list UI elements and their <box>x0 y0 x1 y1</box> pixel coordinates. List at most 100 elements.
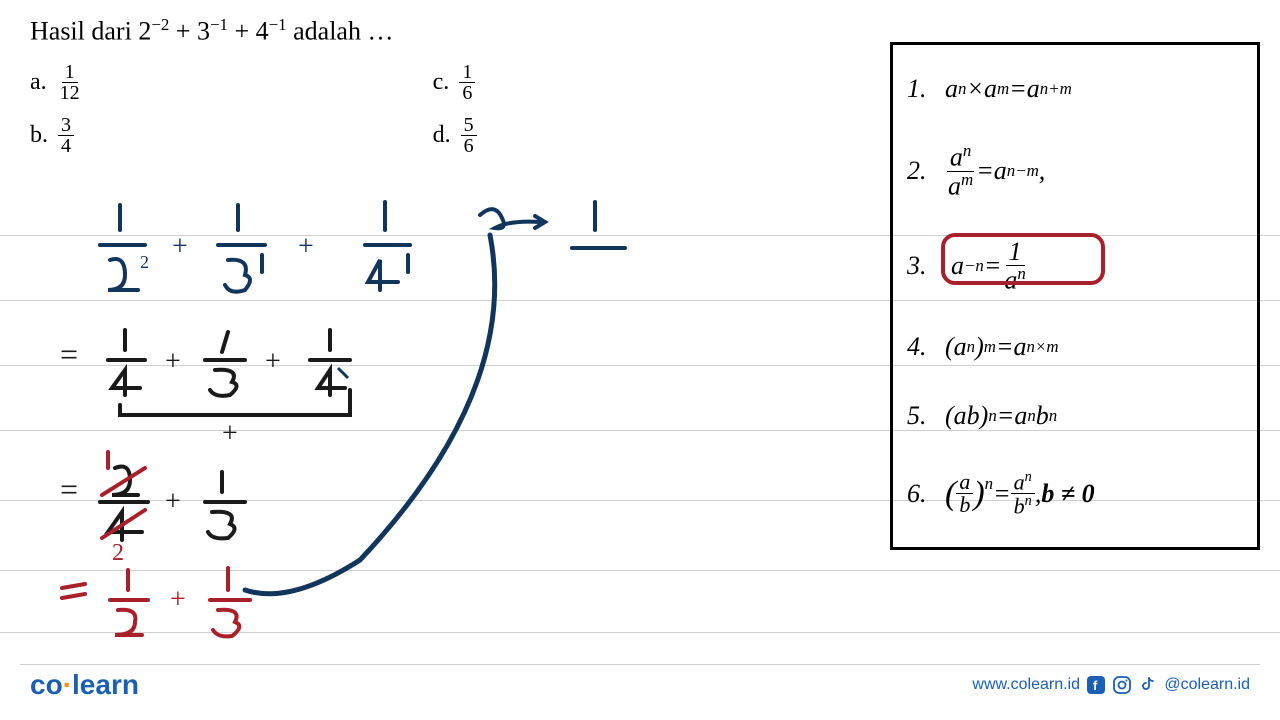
q-exp1: −2 <box>151 15 169 34</box>
svg-text:+: + <box>265 346 281 377</box>
svg-text:=: = <box>60 471 78 507</box>
svg-text:+: + <box>172 231 188 262</box>
rule-6-ln: a <box>956 471 973 494</box>
q-exp3: −1 <box>269 15 287 34</box>
rule-1-b2: a <box>984 74 997 104</box>
q-plus2: + <box>228 17 256 46</box>
rule-1-re: n+m <box>1040 79 1072 99</box>
rule-6-rde: n <box>1025 493 1032 509</box>
rule-4-re: n×m <box>1027 337 1059 357</box>
logo-co: co <box>30 669 63 700</box>
rule-1-b1: a <box>945 74 958 104</box>
rule-5-eq: = <box>997 401 1015 431</box>
rule-4-le1: n <box>967 337 975 357</box>
svg-text:+: + <box>222 418 238 449</box>
option-d-den: 6 <box>461 136 477 156</box>
option-c-den: 6 <box>459 83 475 103</box>
rule-1-rb: a <box>1027 74 1040 104</box>
rule-3-le: −n <box>964 256 984 276</box>
footer-handle: @colearn.id <box>1164 676 1250 694</box>
svg-text:=: = <box>60 336 78 372</box>
rule-3-eq: = <box>984 251 1002 281</box>
rules-box: 1. an × am = an+m 2. an am = an−m, 3. a−… <box>890 42 1260 550</box>
logo-learn: learn <box>72 669 139 700</box>
svg-text:+: + <box>170 584 186 615</box>
option-b: b. 34 <box>30 115 83 156</box>
option-b-den: 4 <box>58 136 74 156</box>
q-base3: 4 <box>256 17 269 46</box>
option-b-label: b. <box>30 122 48 149</box>
brand-logo: co·learn <box>30 669 139 701</box>
q-base1: 2 <box>138 17 151 46</box>
rule-3-rdb: a <box>1004 265 1017 294</box>
rule-4-rb: a <box>1014 332 1027 362</box>
rule-6-cond: b ≠ 0 <box>1041 479 1094 509</box>
rule-5-le: n <box>988 406 996 426</box>
q-base2: 3 <box>197 17 210 46</box>
rule-4-l1: (a <box>945 332 967 362</box>
rule-6-rdb: b <box>1014 494 1025 519</box>
rule-2-rb: a <box>994 156 1007 186</box>
logo-dot-icon: · <box>63 669 72 700</box>
question-suffix: adalah … <box>287 17 394 46</box>
rule-5-re2: n <box>1049 406 1057 426</box>
rule-1-num: 1. <box>907 74 935 104</box>
rule-4: 4. (an)m = an×m <box>907 332 1243 362</box>
footer: co·learn www.colearn.id f @colearn.id <box>0 665 1280 705</box>
question-text: Hasil dari 2−2 + 3−1 + 4−1 adalah … <box>30 15 880 47</box>
facebook-icon: f <box>1086 675 1106 695</box>
rule-2-nb: a <box>950 143 963 172</box>
q-exp2: −1 <box>210 15 228 34</box>
rule-1-e2: m <box>997 79 1009 99</box>
q-plus1: + <box>169 17 197 46</box>
svg-text:f: f <box>1093 678 1098 693</box>
option-c: c. 16 <box>433 62 477 103</box>
svg-text:+: + <box>165 346 181 377</box>
rule-2-comma: , <box>1039 156 1046 186</box>
svg-text:+: + <box>165 486 181 517</box>
rule-6-le: n <box>985 474 993 494</box>
rule-6-eq: = <box>993 479 1011 509</box>
rule-1: 1. an × am = an+m <box>907 74 1243 104</box>
footer-social: f @colearn.id <box>1086 675 1250 695</box>
option-d-num: 5 <box>461 115 477 136</box>
rule-4-eq: = <box>996 332 1014 362</box>
rule-1-times: × <box>966 74 984 104</box>
option-a: a. 112 <box>30 62 83 103</box>
rule-3-rde: n <box>1017 264 1025 283</box>
rule-4-le2: m <box>984 337 996 357</box>
rule-1-eq: = <box>1009 74 1027 104</box>
option-a-label: a. <box>30 69 47 96</box>
rule-3-rn: 1 <box>1006 239 1025 266</box>
option-c-num: 1 <box>459 62 475 83</box>
option-d-label: d. <box>433 122 451 149</box>
footer-url: www.colearn.id <box>972 676 1080 694</box>
options-grid: a. 112 b. 34 c. 16 d. 56 <box>30 62 880 156</box>
option-b-num: 3 <box>58 115 74 136</box>
rule-3-lb: a <box>951 251 964 281</box>
rule-2-num: 2. <box>907 156 935 186</box>
rule-4-l2: ) <box>975 332 984 362</box>
rule-3: 3. a−n = 1 an <box>907 239 1243 294</box>
rule-2-ne: n <box>963 141 971 160</box>
handwriting-layer: 2 + + = + + + = + 2 <box>50 190 850 640</box>
rule-5-num: 5. <box>907 401 935 431</box>
rule-5-rb1: a <box>1014 401 1027 431</box>
option-a-num: 1 <box>62 62 78 83</box>
svg-text:2: 2 <box>112 540 124 566</box>
rule-6-num: 6. <box>907 479 935 509</box>
question-block: Hasil dari 2−2 + 3−1 + 4−1 adalah … a. 1… <box>30 15 880 156</box>
rule-3-num: 3. <box>907 251 935 281</box>
rule-2-eq: = <box>976 156 994 186</box>
option-d: d. 56 <box>433 115 477 156</box>
rule-6-rnb: a <box>1014 469 1025 494</box>
instagram-icon <box>1112 675 1132 695</box>
rule-6-rne: n <box>1025 469 1032 485</box>
rule-6: 6. (ab)n = an bn , b ≠ 0 <box>907 470 1243 518</box>
option-a-den: 12 <box>57 83 83 103</box>
rule-1-e1: n <box>958 79 966 99</box>
rule-2-re: n−m <box>1007 161 1039 181</box>
rule-5-rb2: b <box>1036 401 1049 431</box>
rule-2-db: a <box>948 172 961 201</box>
rule-4-num: 4. <box>907 332 935 362</box>
